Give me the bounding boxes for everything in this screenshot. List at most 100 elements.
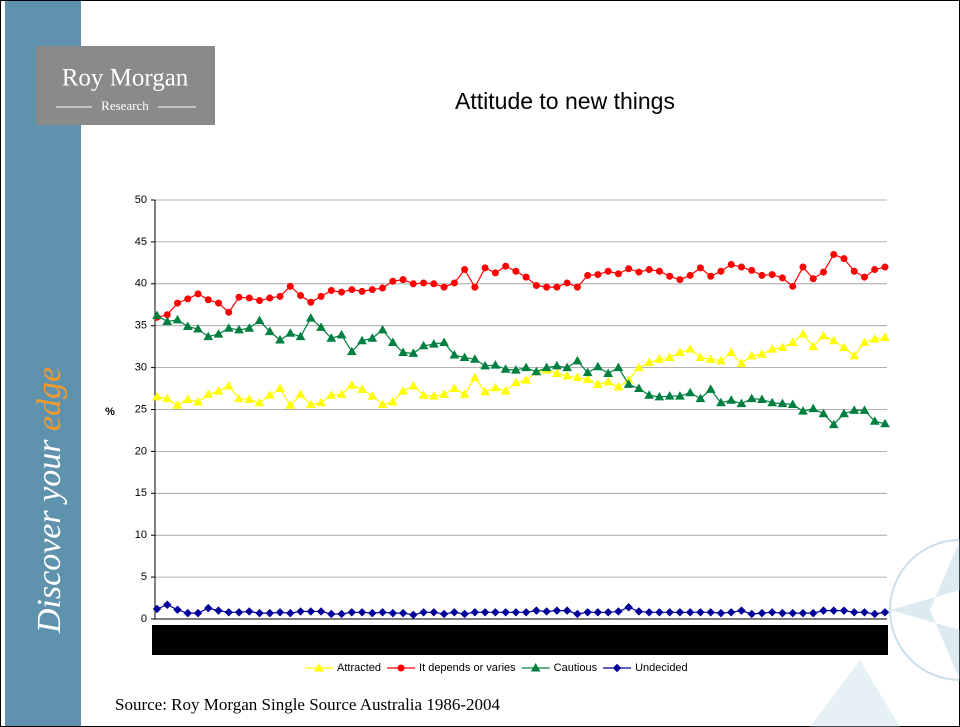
data-point — [223, 323, 234, 332]
data-point — [367, 391, 378, 400]
data-point — [777, 398, 788, 408]
data-point — [264, 326, 275, 336]
data-point — [418, 340, 429, 350]
data-point — [789, 282, 797, 290]
data-point — [552, 360, 562, 370]
data-point — [675, 608, 685, 617]
data-point — [748, 266, 756, 274]
data-point — [501, 608, 510, 617]
data-point — [409, 610, 418, 620]
data-point — [582, 374, 593, 383]
data-point — [357, 608, 367, 617]
data-point — [625, 265, 633, 273]
legend-label: Undecided — [635, 662, 688, 674]
data-point — [521, 362, 531, 372]
data-point — [603, 376, 614, 386]
data-point — [726, 395, 737, 404]
data-point — [543, 283, 551, 291]
data-point — [193, 608, 203, 618]
data-point — [828, 419, 839, 429]
data-point — [614, 607, 623, 616]
data-point — [408, 348, 419, 357]
data-point — [215, 299, 223, 307]
data-point — [162, 393, 173, 403]
data-point — [604, 267, 612, 275]
data-point — [387, 396, 398, 406]
data-point — [511, 608, 521, 617]
data-point — [358, 287, 366, 295]
data-point — [767, 397, 778, 407]
data-point — [255, 608, 264, 618]
data-point — [152, 310, 162, 320]
data-point — [850, 267, 858, 275]
data-point — [757, 608, 767, 618]
data-point — [203, 389, 214, 398]
data-point — [778, 274, 786, 282]
data-point — [481, 264, 489, 272]
data-point — [500, 386, 511, 395]
data-point — [235, 293, 243, 301]
data-point — [316, 322, 326, 331]
data-point — [552, 606, 562, 615]
data-point — [213, 386, 224, 395]
data-point — [634, 383, 644, 393]
data-point — [491, 608, 500, 617]
y-tick-label: 40 — [135, 278, 147, 290]
data-point — [408, 381, 419, 390]
data-point — [459, 389, 470, 398]
data-point — [409, 280, 417, 288]
data-point — [418, 390, 429, 399]
data-point — [613, 381, 624, 391]
y-tick-label: 25 — [135, 403, 147, 415]
data-point — [316, 607, 326, 616]
sidebar-slogan: Discover your edge — [31, 367, 68, 634]
data-point — [276, 292, 284, 300]
data-point — [685, 387, 696, 397]
data-point — [726, 347, 737, 357]
data-point — [450, 279, 458, 287]
data-point — [512, 267, 520, 275]
data-point — [439, 337, 449, 346]
data-point — [634, 362, 644, 372]
data-point — [296, 607, 305, 616]
data-point — [502, 262, 510, 270]
data-point — [305, 313, 316, 322]
data-point — [655, 267, 663, 275]
data-point — [666, 272, 674, 280]
data-point — [285, 328, 296, 337]
data-point — [460, 609, 469, 619]
data-point — [223, 381, 234, 390]
logo-box — [36, 46, 215, 125]
data-point — [737, 263, 745, 271]
data-point — [163, 600, 172, 609]
data-point — [787, 337, 798, 346]
data-point — [429, 608, 439, 617]
data-point — [430, 280, 438, 288]
data-point — [297, 292, 305, 300]
data-point — [839, 606, 849, 615]
data-point — [388, 608, 398, 618]
data-point — [746, 393, 757, 403]
data-point — [182, 394, 193, 403]
data-point — [459, 352, 470, 362]
data-point — [337, 609, 346, 619]
y-tick-label: 15 — [135, 487, 147, 499]
data-point — [469, 354, 480, 363]
data-point — [389, 277, 397, 285]
data-point — [676, 276, 684, 284]
data-point — [471, 283, 479, 291]
data-point — [256, 297, 264, 305]
data-point — [583, 608, 592, 617]
y-tick-label: 50 — [135, 194, 147, 206]
data-point — [645, 266, 653, 274]
data-point — [603, 368, 614, 377]
data-point — [491, 269, 499, 277]
data-point — [655, 608, 664, 617]
data-point — [521, 608, 531, 617]
data-point — [327, 609, 336, 619]
data-point — [428, 339, 439, 348]
data-point — [305, 399, 316, 408]
data-point — [798, 608, 808, 618]
y-tick-label: 20 — [135, 445, 147, 457]
data-point — [428, 391, 439, 400]
